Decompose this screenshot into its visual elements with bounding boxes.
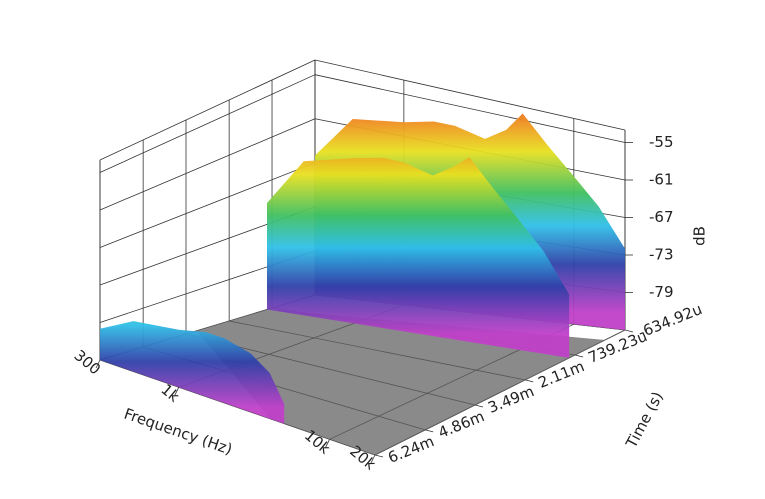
y-tick	[374, 454, 384, 458]
x-tick	[95, 359, 101, 369]
z-tick-label: -79	[649, 283, 674, 301]
box-edge	[99, 59, 316, 161]
z-axis-title: dB	[691, 226, 709, 246]
x-tick-label: 300	[71, 346, 105, 378]
box-edge	[314, 59, 626, 131]
x-tick	[325, 439, 330, 448]
z-tick-label: -55	[649, 133, 674, 151]
floor-grid-line	[229, 320, 526, 381]
y-axis-title: Time (s)	[622, 389, 667, 452]
y-tick	[425, 429, 434, 433]
y-tick-label: -634.92u	[635, 300, 704, 342]
spectrum-slice	[100, 321, 285, 424]
z-tick-label: -73	[649, 246, 674, 264]
x-tick	[174, 387, 180, 396]
grid-line	[99, 118, 316, 211]
z-tick-label: -61	[649, 171, 674, 189]
y-tick	[624, 329, 634, 333]
z-tick-label: -67	[649, 208, 674, 226]
y-tick	[474, 404, 484, 408]
grid-line	[99, 74, 316, 173]
x-axis-title: Frequency (Hz)	[122, 405, 235, 459]
grid-line	[99, 162, 316, 248]
spectrum-slice	[266, 157, 570, 358]
y-tick	[574, 354, 584, 358]
floor-grid-line	[374, 329, 626, 456]
x-tick	[370, 454, 376, 464]
y-tick	[525, 379, 534, 383]
grid-line	[314, 74, 626, 143]
